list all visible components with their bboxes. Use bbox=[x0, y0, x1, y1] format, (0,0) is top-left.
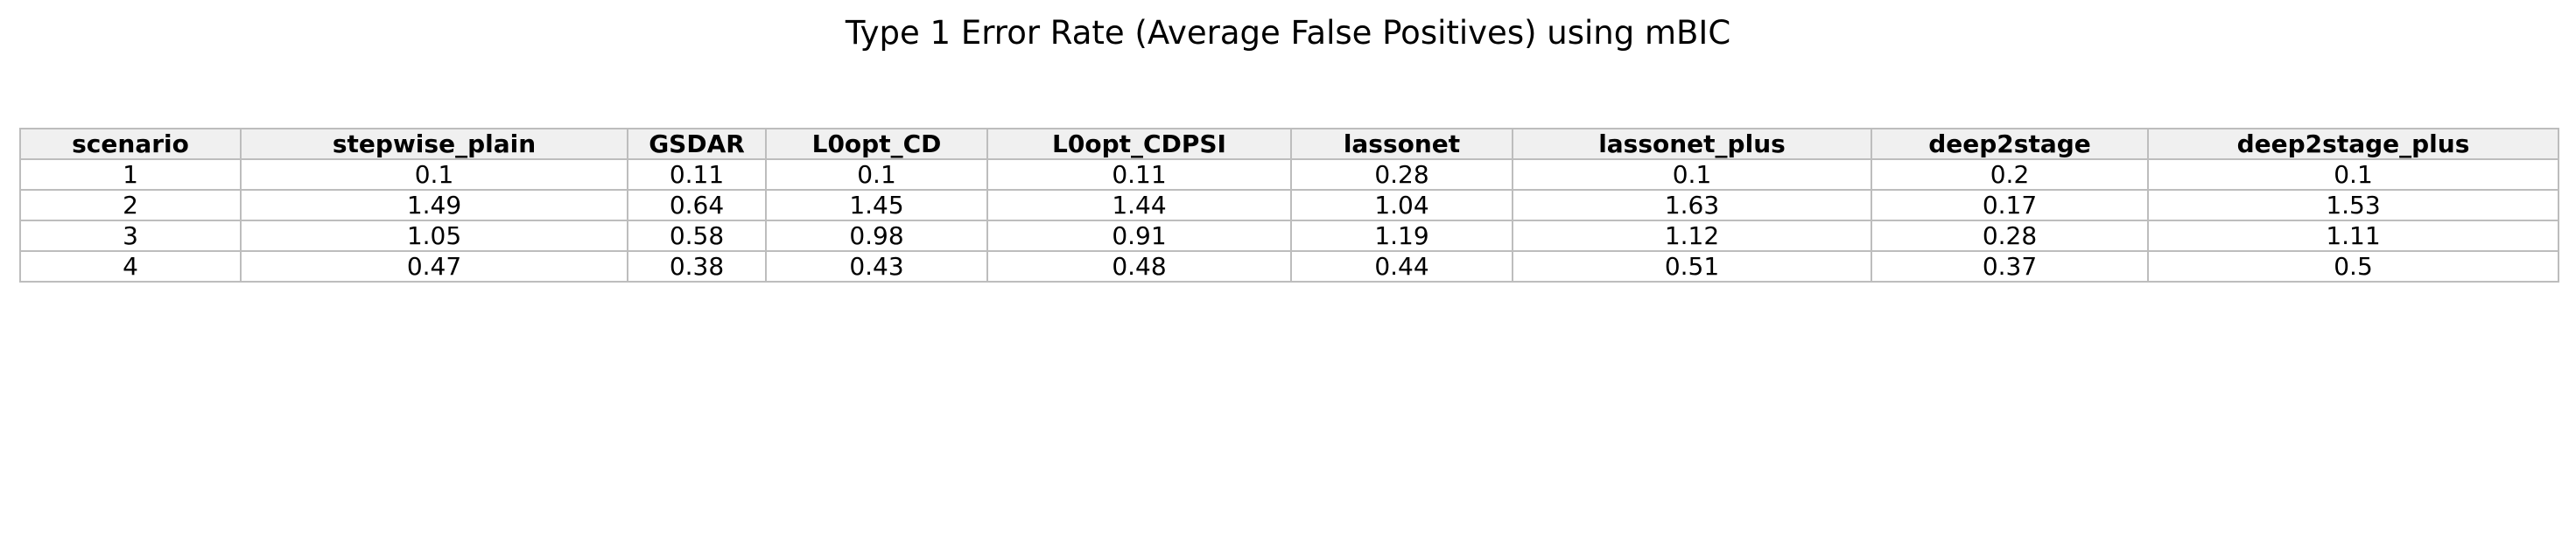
table-cell: 1.53 bbox=[2147, 189, 2559, 221]
chart-title: Type 1 Error Rate (Average False Positiv… bbox=[845, 14, 1731, 52]
header-row: scenario stepwise_plain GSDAR L0opt_CD L… bbox=[19, 128, 2559, 160]
table-row: 3 1.05 0.58 0.98 0.91 1.19 1.12 0.28 1.1… bbox=[19, 220, 2559, 252]
column-header: scenario bbox=[19, 128, 242, 160]
table-cell: 2 bbox=[19, 189, 242, 221]
column-header: lassonet_plus bbox=[1512, 128, 1872, 160]
table-cell: 0.5 bbox=[2147, 250, 2559, 283]
column-header: L0opt_CDPSI bbox=[986, 128, 1292, 160]
table-cell: 1 bbox=[19, 158, 242, 191]
table-cell: 0.58 bbox=[627, 220, 767, 252]
table-cell: 0.1 bbox=[765, 158, 988, 191]
table-cell: 0.64 bbox=[627, 189, 767, 221]
column-header: deep2stage_plus bbox=[2147, 128, 2559, 160]
table-cell: 0.28 bbox=[1290, 158, 1513, 191]
table-cell: 0.2 bbox=[1871, 158, 2149, 191]
table-cell: 0.1 bbox=[240, 158, 628, 191]
results-table: scenario stepwise_plain GSDAR L0opt_CD L… bbox=[19, 128, 2559, 283]
table-cell: 1.04 bbox=[1290, 189, 1513, 221]
table-cell: 1.44 bbox=[986, 189, 1292, 221]
table-cell: 0.91 bbox=[986, 220, 1292, 252]
table-cell: 0.48 bbox=[986, 250, 1292, 283]
table-cell: 0.38 bbox=[627, 250, 767, 283]
table-cell: 1.19 bbox=[1290, 220, 1513, 252]
table-cell: 1.12 bbox=[1512, 220, 1872, 252]
table-cell: 0.11 bbox=[627, 158, 767, 191]
table-cell: 1.05 bbox=[240, 220, 628, 252]
table-cell: 4 bbox=[19, 250, 242, 283]
column-header: L0opt_CD bbox=[765, 128, 988, 160]
table-row: 2 1.49 0.64 1.45 1.44 1.04 1.63 0.17 1.5… bbox=[19, 189, 2559, 221]
table-cell: 3 bbox=[19, 220, 242, 252]
table-cell: 1.11 bbox=[2147, 220, 2559, 252]
column-header: deep2stage bbox=[1871, 128, 2149, 160]
column-header: lassonet bbox=[1290, 128, 1513, 160]
table-cell: 0.17 bbox=[1871, 189, 2149, 221]
table-cell: 1.45 bbox=[765, 189, 988, 221]
table-cell: 0.1 bbox=[2147, 158, 2559, 191]
table-cell: 1.49 bbox=[240, 189, 628, 221]
table-cell: 0.37 bbox=[1871, 250, 2149, 283]
table-cell: 0.11 bbox=[986, 158, 1292, 191]
table-cell: 0.44 bbox=[1290, 250, 1513, 283]
table-cell: 1.63 bbox=[1512, 189, 1872, 221]
table-cell: 0.47 bbox=[240, 250, 628, 283]
table-cell: 0.98 bbox=[765, 220, 988, 252]
table-cell: 0.1 bbox=[1512, 158, 1872, 191]
column-header: GSDAR bbox=[627, 128, 767, 160]
table-cell: 0.28 bbox=[1871, 220, 2149, 252]
table-cell: 0.43 bbox=[765, 250, 988, 283]
table-row: 4 0.47 0.38 0.43 0.48 0.44 0.51 0.37 0.5 bbox=[19, 250, 2559, 283]
table-row: 1 0.1 0.11 0.1 0.11 0.28 0.1 0.2 0.1 bbox=[19, 158, 2559, 191]
column-header: stepwise_plain bbox=[240, 128, 628, 160]
table-cell: 0.51 bbox=[1512, 250, 1872, 283]
